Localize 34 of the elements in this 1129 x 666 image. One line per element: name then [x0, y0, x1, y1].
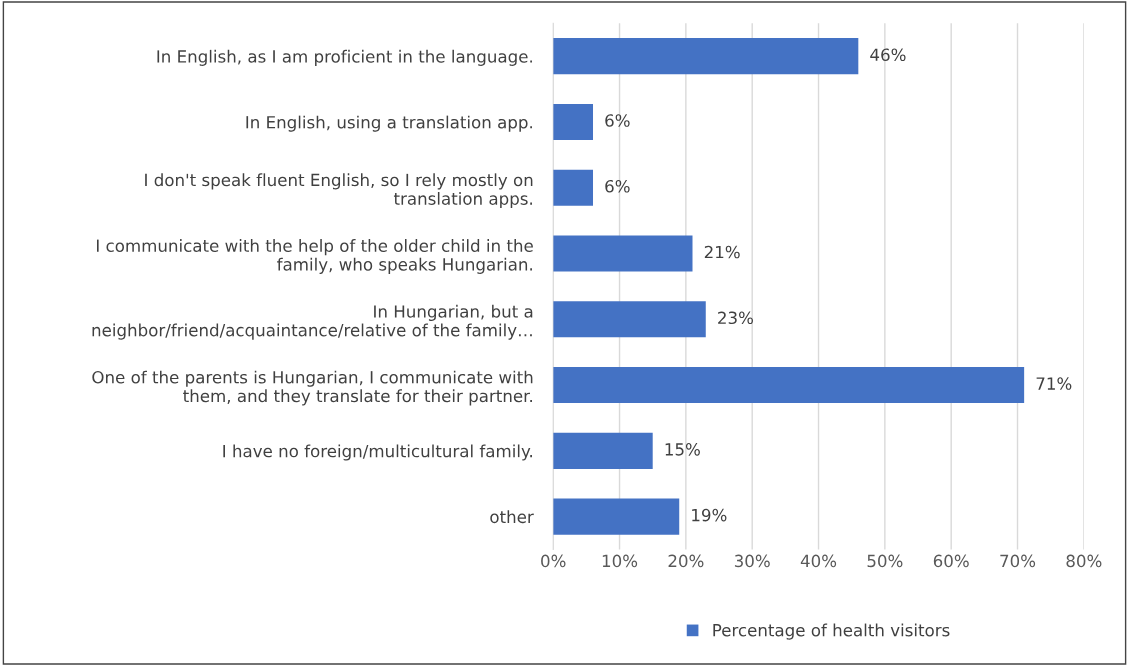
x-tick-label: 20% — [668, 554, 704, 568]
legend-label: Percentage of health visitors — [713, 623, 950, 640]
x-tick-label: 10% — [602, 554, 638, 568]
x-tick-label: 50% — [867, 554, 903, 568]
bar — [553, 103, 594, 141]
x-tick-label: 40% — [800, 554, 837, 568]
y-tick-label: In English, as I am proficient in the language. — [157, 49, 532, 66]
data-label: 23% — [718, 311, 753, 325]
x-tick-label: 80% — [1066, 554, 1102, 568]
bar — [553, 432, 653, 469]
y-tick-label: I don't speak fluent English, so I rely mostly on translation apps. — [145, 173, 533, 209]
bar — [553, 366, 1025, 404]
x-tick-label: 60% — [933, 554, 969, 568]
bar — [553, 235, 693, 272]
data-label: 21% — [704, 245, 740, 259]
y-tick-label: I communicate with the help of the older child in the family, who speaks Hungarian. — [96, 239, 533, 274]
x-tick-label: 30% — [734, 554, 770, 568]
bar — [553, 498, 680, 535]
x-tick-label: 0% — [541, 554, 566, 568]
bar — [553, 169, 594, 206]
data-label: 46% — [870, 48, 906, 62]
data-label: 6% — [605, 179, 630, 193]
bar — [553, 38, 859, 75]
data-label: 15% — [665, 443, 700, 456]
y-tick-label: One of the parents is Hungarian, I communicate with them, and they translate for their partner. — [92, 370, 533, 406]
y-tick-label: In Hungarian, but a neighbor/friend/acquaintance/relative of the family… — [92, 304, 533, 340]
bar — [553, 301, 706, 338]
data-label: 6% — [605, 114, 630, 127]
data-label: 71% — [1036, 377, 1072, 390]
x-tick-label: 70% — [1000, 554, 1036, 568]
y-tick-label: other — [490, 510, 534, 524]
y-tick-label: In English, using a translation app. — [246, 115, 532, 132]
y-tick-label: I have no foreign/multicultural family. — [223, 444, 532, 461]
data-label: 19% — [692, 508, 727, 522]
